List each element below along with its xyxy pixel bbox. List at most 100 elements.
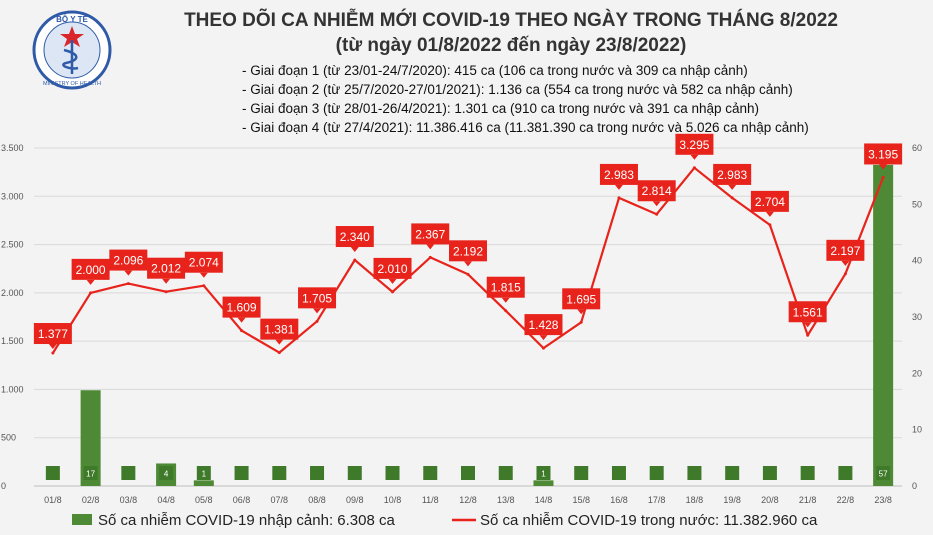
x-axis-tick-label: 04/8 xyxy=(157,495,175,505)
domestic-case-value-label: 1.609 xyxy=(227,301,257,315)
domestic-case-point xyxy=(202,284,206,288)
left-axis: 0 500 1.000 1.500 2.000 2.500 3.000 3.500 xyxy=(1,143,24,491)
import-case-value-box xyxy=(310,466,325,480)
domestic-case-label-box xyxy=(33,323,72,345)
domestic-case-label-box xyxy=(750,190,789,212)
x-axis-tick-label: 15/8 xyxy=(572,495,590,505)
domestic-case-point xyxy=(89,291,93,295)
x-axis-tick-label: 05/8 xyxy=(195,495,213,505)
right-axis: 0 10 20 30 40 50 60 xyxy=(912,143,922,491)
x-axis-tick-label: 23/8 xyxy=(874,495,892,505)
domestic-case-label-pointer xyxy=(350,247,359,253)
x-axis-tick-label: 16/8 xyxy=(610,495,628,505)
domestic-case-label-box xyxy=(637,180,676,202)
domestic-case-point xyxy=(277,351,281,355)
domestic-case-label-box xyxy=(411,223,450,245)
domestic-case-point xyxy=(806,333,810,337)
domestic-case-point xyxy=(466,272,470,276)
import-case-value-label: 4 xyxy=(164,470,169,479)
import-case-value-box xyxy=(536,466,551,480)
domestic-case-value-label: 1.428 xyxy=(528,318,558,332)
domestic-case-value-label: 1.815 xyxy=(491,281,521,295)
domestic-case-value-label: 2.096 xyxy=(113,254,143,268)
domestic-case-label-pointer xyxy=(237,317,246,323)
chart-title: THEO DÕI CA NHIỄM MỚI COVID-19 THEO NGÀY… xyxy=(184,9,838,31)
import-case-value-box xyxy=(196,466,211,480)
domestic-case-value-label: 1.377 xyxy=(38,327,68,341)
right-axis-tick-label: 0 xyxy=(912,481,917,491)
left-axis-tick-label: 2.000 xyxy=(1,288,24,298)
x-axis-tick-label: 08/8 xyxy=(308,495,326,505)
domestic-case-label-pointer xyxy=(652,201,661,207)
left-axis-tick-label: 1.500 xyxy=(1,336,24,346)
domestic-case-label-box xyxy=(260,318,299,340)
phase-note-3: - Giai đoạn 3 (từ 28/01-26/4/2021): 1.30… xyxy=(242,101,759,116)
right-axis-tick-label: 10 xyxy=(912,425,922,435)
import-case-value-box xyxy=(574,466,589,480)
import-case-value-label: 1 xyxy=(541,470,546,479)
phase-notes: - Giai đoạn 1 (từ 23/01-24/7/2020): 415 … xyxy=(242,63,809,135)
domestic-case-point xyxy=(692,166,696,170)
x-axis-tick-label: 20/8 xyxy=(761,495,779,505)
domestic-case-label-box xyxy=(449,240,487,262)
import-case-value-box xyxy=(347,466,362,480)
import-case-value-box xyxy=(762,466,777,480)
domestic-case-label-box xyxy=(524,314,563,336)
domestic-case-label-box xyxy=(486,276,525,298)
domestic-case-label-pointer xyxy=(614,184,623,190)
x-axis-tick-label: 02/8 xyxy=(82,495,100,505)
logo-bottom-text: MINISTRY OF HEALTH xyxy=(43,81,101,87)
left-axis-tick-label: 0 xyxy=(1,481,6,491)
domestic-case-label-pointer xyxy=(275,339,284,345)
domestic-case-value-label: 2.010 xyxy=(378,262,408,276)
legend: Số ca nhiễm COVID-19 nhập cảnh: 6.308 ca… xyxy=(72,512,818,529)
phase-note-2: - Giai đoạn 2 (từ 25/7/2020-27/01/2021):… xyxy=(242,82,793,97)
import-case-value-box xyxy=(159,466,174,480)
import-case-value-box xyxy=(687,466,702,480)
import-case-bar xyxy=(533,480,554,486)
domestic-case-point xyxy=(353,258,357,262)
import-case-value-label: 57 xyxy=(879,470,888,479)
domestic-case-point xyxy=(579,320,583,324)
domestic-case-value-label: 2.367 xyxy=(415,227,445,241)
domestic-case-value-label: 3.295 xyxy=(679,138,709,152)
domestic-case-label-pointer xyxy=(728,184,737,190)
domestic-case-value-label: 2.983 xyxy=(717,168,747,182)
right-axis-tick-label: 20 xyxy=(912,368,922,378)
domestic-case-point xyxy=(504,309,508,313)
domestic-case-label-pointer xyxy=(86,279,95,285)
domestic-case-point xyxy=(51,351,55,355)
left-axis-tick-label: 3.500 xyxy=(1,143,24,153)
domestic-case-point xyxy=(541,346,545,350)
x-axis-tick-label: 22/8 xyxy=(837,495,855,505)
domestic-case-point xyxy=(315,319,319,323)
domestic-case-value-label: 1.695 xyxy=(566,292,596,306)
x-axis-tick-label: 11/8 xyxy=(422,495,439,505)
domestic-case-label-pointer xyxy=(199,272,208,278)
line-data-labels: 1.377 2.000 2.096 2.012 2.074 1.609 1.381 1.705… xyxy=(33,133,903,350)
domestic-case-point xyxy=(730,196,734,200)
import-case-value-label: 1 xyxy=(202,470,207,479)
domestic-case-value-label: 2.197 xyxy=(830,244,860,258)
import-case-value-box xyxy=(234,466,249,480)
domestic-case-value-label: 2.074 xyxy=(189,256,219,270)
x-axis-tick-label: 12/8 xyxy=(459,495,477,505)
import-case-value-box xyxy=(649,466,664,480)
domestic-case-point xyxy=(768,223,772,227)
domestic-case-label-pointer xyxy=(765,211,774,217)
domestic-case-label-box xyxy=(562,288,601,310)
domestic-case-label-box xyxy=(788,301,827,323)
domestic-case-value-label: 2.814 xyxy=(642,184,672,198)
domestic-case-label-box xyxy=(864,143,903,165)
domestic-case-point xyxy=(617,196,621,200)
domestic-case-point xyxy=(164,290,168,294)
logo-top-text: BỘ Y TẾ xyxy=(56,14,88,24)
legend-line-label: Số ca nhiễm COVID-19 trong nước: 11.382.… xyxy=(480,512,818,529)
domestic-case-value-label: 2.983 xyxy=(604,168,634,182)
domestic-case-value-label: 2.340 xyxy=(340,230,370,244)
domestic-case-value-label: 3.195 xyxy=(868,147,898,161)
import-case-bar xyxy=(873,164,894,486)
domestic-case-point xyxy=(126,282,130,286)
left-axis-tick-label: 3.000 xyxy=(1,191,24,201)
